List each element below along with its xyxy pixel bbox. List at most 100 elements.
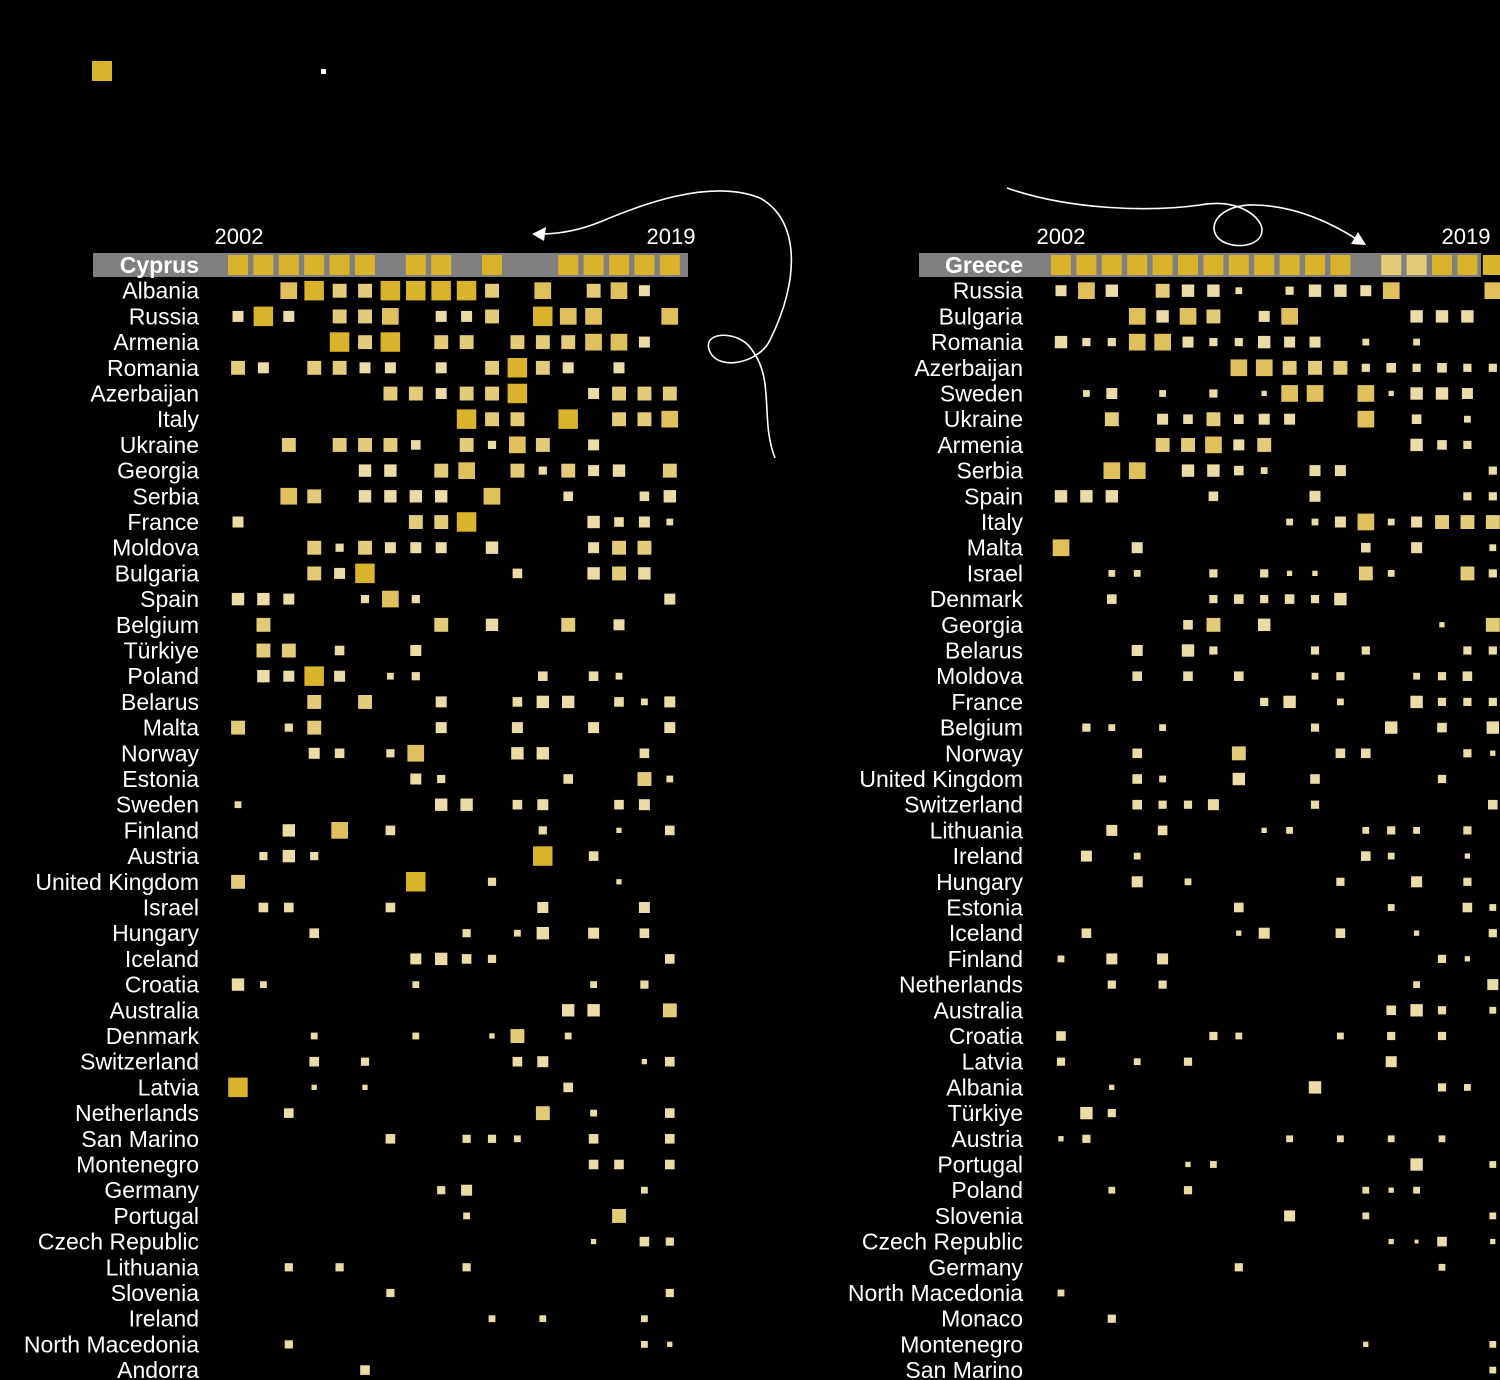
- point-square: [1387, 518, 1395, 526]
- point-square: [563, 774, 573, 784]
- point-square: [612, 540, 626, 555]
- row-label: Malta: [967, 535, 1023, 561]
- point-square: [332, 438, 347, 452]
- point-square: [458, 462, 475, 479]
- row-label: Serbia: [957, 458, 1024, 484]
- row-label: Georgia: [941, 612, 1023, 638]
- row-label: Australia: [110, 997, 200, 1023]
- point-square: [463, 1212, 470, 1220]
- x-start-label-cyprus: 2002: [215, 224, 264, 249]
- row-label: Austria: [127, 843, 199, 869]
- point-square: [558, 409, 578, 429]
- point-square: [1133, 852, 1141, 860]
- point-square: [355, 563, 375, 584]
- point-square: [253, 255, 274, 275]
- point-square: [1181, 464, 1195, 477]
- point-square: [1388, 390, 1394, 397]
- point-square: [1234, 414, 1244, 424]
- point-square: [1131, 645, 1143, 656]
- point-square: [462, 1134, 471, 1143]
- point-square: [638, 516, 650, 528]
- point-square: [1258, 927, 1270, 939]
- point-square: [362, 1084, 368, 1090]
- point-square: [512, 799, 523, 810]
- point-square: [281, 438, 296, 452]
- point-square: [1310, 595, 1320, 604]
- point-square: [307, 540, 322, 555]
- point-square: [384, 362, 396, 374]
- point-square: [435, 798, 448, 811]
- row-label: North Macedonia: [24, 1331, 199, 1357]
- point-square: [562, 1004, 575, 1017]
- point-square: [1157, 413, 1169, 425]
- point-square: [1411, 542, 1423, 554]
- point-square: [1489, 1006, 1497, 1014]
- point-square: [1234, 594, 1244, 604]
- panel-cyprus: 2002 2019 CyprusAlbaniaRussiaArmeniaRoma…: [24, 224, 696, 1380]
- point-square: [511, 722, 523, 734]
- point-square: [1258, 618, 1271, 631]
- point-square: [641, 1341, 648, 1348]
- row-label: Italy: [157, 406, 200, 432]
- point-square: [1260, 467, 1268, 474]
- point-square: [1131, 876, 1143, 888]
- point-square: [1057, 955, 1065, 963]
- point-square: [1233, 439, 1245, 451]
- point-square: [665, 1056, 675, 1067]
- point-square: [1486, 721, 1499, 734]
- point-square: [1107, 594, 1117, 604]
- point-square: [665, 954, 675, 964]
- point-square: [590, 1238, 597, 1245]
- point-square: [1156, 310, 1169, 323]
- point-square: [1257, 438, 1272, 452]
- point-square: [1286, 1135, 1293, 1143]
- point-square: [335, 1263, 344, 1272]
- point-square: [1254, 255, 1275, 275]
- point-square: [1387, 852, 1395, 860]
- point-square: [1234, 465, 1244, 476]
- point-square: [1132, 671, 1142, 681]
- point-square: [666, 518, 674, 526]
- point-square: [456, 409, 477, 429]
- point-square: [1286, 827, 1293, 834]
- point-square: [487, 440, 497, 449]
- point-square: [359, 362, 371, 374]
- row-label: Poland: [951, 1177, 1023, 1203]
- annotation-arrow-greece: [1006, 187, 1359, 247]
- row-label: United Kingdom: [859, 766, 1023, 792]
- point-square: [1206, 617, 1221, 632]
- point-square: [384, 464, 397, 477]
- point-square: [1485, 515, 1500, 529]
- point-square: [231, 360, 245, 375]
- point-square: [460, 798, 473, 811]
- point-square: [437, 774, 446, 784]
- point-square: [1181, 438, 1195, 452]
- point-square: [614, 1159, 624, 1170]
- point-square: [485, 360, 499, 375]
- point-square: [1284, 594, 1295, 604]
- point-square: [304, 255, 325, 275]
- point-square: [1361, 748, 1371, 759]
- row-label: Russia: [129, 303, 200, 329]
- row-label: Czech Republic: [38, 1229, 199, 1255]
- point-square: [1158, 800, 1167, 809]
- row-label: Israel: [967, 560, 1023, 586]
- point-square: [1234, 1263, 1243, 1272]
- point-square: [1489, 1341, 1497, 1348]
- point-square: [1463, 826, 1472, 835]
- point-square: [1410, 695, 1423, 709]
- point-square: [561, 463, 576, 478]
- point-square: [1334, 284, 1347, 297]
- point-square: [310, 1032, 318, 1040]
- point-square: [257, 362, 269, 374]
- point-square: [410, 542, 422, 554]
- row-label: Belgium: [116, 612, 199, 638]
- point-square: [637, 386, 652, 401]
- point-square: [1309, 336, 1321, 348]
- point-square: [1410, 387, 1423, 400]
- point-square: [1410, 438, 1423, 452]
- point-square: [1260, 569, 1269, 578]
- point-square: [1183, 800, 1193, 809]
- point-square: [1231, 746, 1246, 761]
